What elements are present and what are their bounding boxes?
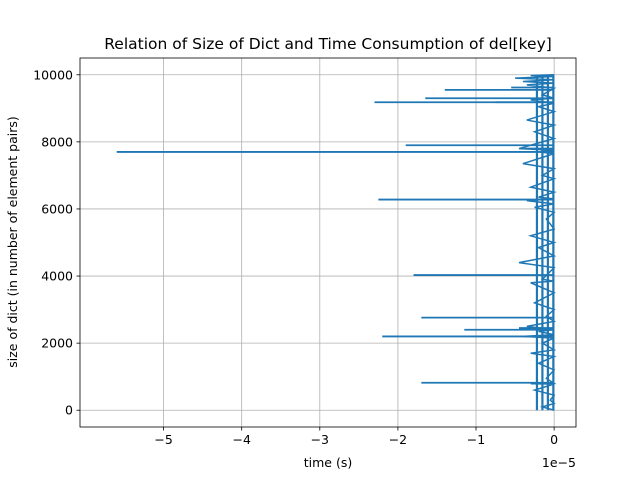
y-tick-label: 2000	[41, 336, 73, 351]
y-tick-label: 6000	[41, 201, 73, 216]
data-layer	[116, 74, 558, 411]
y-tick-label: 10000	[33, 67, 73, 82]
axes-frame	[79, 57, 577, 428]
x-tick-label: −4	[232, 432, 250, 447]
chart-title: Relation of Size of Dict and Time Consum…	[104, 35, 552, 53]
x-tick-label: −2	[389, 432, 407, 447]
y-tick-label: 0	[65, 403, 73, 418]
y-tick-label: 4000	[41, 269, 73, 284]
grid-layer	[80, 58, 576, 427]
x-tick-label: −5	[154, 432, 172, 447]
x-axis-label: time (s)	[304, 455, 352, 470]
y-tick-label: 8000	[41, 134, 73, 149]
x-tick-label: −3	[311, 432, 329, 447]
y-axis-label: size of dict (in number of element pairs…	[5, 116, 20, 368]
x-axis-offset-label: 1e−5	[542, 455, 576, 470]
tick-layer: −5 −4 −3 −2 −1 0 0 2000 4000 6000 8000 10000	[33, 67, 558, 447]
x-tick-label: 0	[550, 432, 558, 447]
x-tick-label: −1	[467, 432, 485, 447]
